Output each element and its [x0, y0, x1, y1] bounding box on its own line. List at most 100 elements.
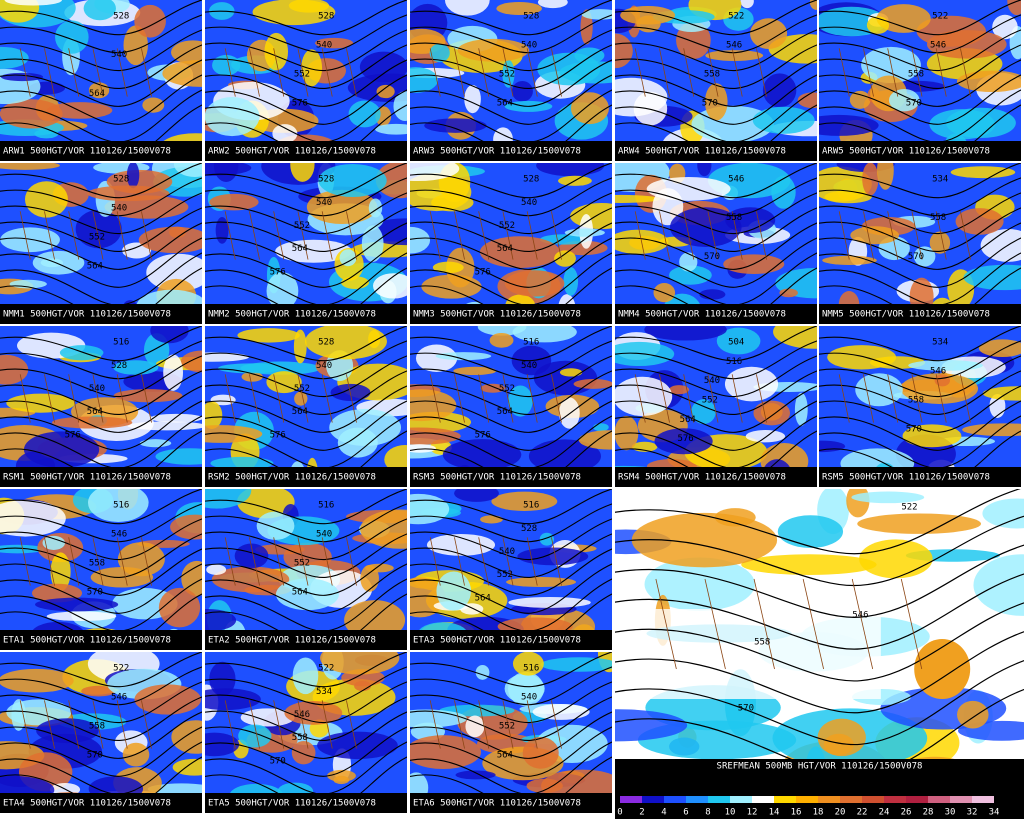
colorbar-label: 26 [901, 808, 912, 818]
height-contour [615, 544, 1024, 618]
border [838, 211, 850, 260]
map-panel: 516 540 552 564 ETA2 500HGT/VOR 110126/1500V… [205, 489, 407, 650]
vorticity-blob [126, 163, 140, 189]
height-contour [615, 207, 817, 252]
height-contour [615, 237, 817, 288]
border [224, 211, 236, 260]
border [346, 700, 357, 749]
vorticity-blob [134, 4, 166, 38]
vorticity-blob [0, 500, 66, 537]
vorticity-blob [376, 84, 395, 99]
border [116, 700, 128, 749]
colorbar-label: 20 [835, 808, 846, 818]
caption: ETA6 500HGT/VOR 110126/1500V078 [413, 799, 581, 809]
height-contour [615, 370, 817, 415]
height-contour [410, 163, 612, 199]
border [249, 211, 260, 260]
vorticity-blob [134, 684, 201, 715]
vorticity-blob [508, 597, 591, 608]
height-contour [819, 177, 1021, 217]
contour-label: 528 [113, 175, 129, 185]
border [44, 537, 55, 586]
height-contour [819, 370, 1021, 415]
height-contour [205, 548, 407, 596]
contour-label: 552 [89, 233, 105, 243]
border [92, 374, 104, 423]
height-contour [410, 489, 612, 525]
border [704, 578, 726, 670]
caption: ARW3 500HGT/VOR 110126/1500V078 [413, 147, 581, 157]
height-contour [410, 726, 612, 777]
colorbar-bg [615, 789, 1024, 819]
vorticity-blob [424, 118, 487, 133]
caption-bar [0, 304, 202, 324]
contour-label: 540 [316, 41, 332, 51]
colorbar-label: 24 [879, 808, 890, 818]
vorticity-blob [410, 735, 482, 769]
vorticity-blob [539, 234, 590, 245]
contour-label: 516 [523, 501, 539, 511]
map-panel: 504 516 540 552 564 576 RSM4 500HGT/VOR 110126… [615, 326, 817, 487]
height-contour [410, 563, 612, 614]
vorticity-blob [241, 371, 263, 382]
height-contour [819, 0, 1021, 36]
height-contour [205, 489, 407, 525]
height-contour [410, 14, 612, 54]
vorticity-blob [750, 18, 788, 49]
border [44, 48, 55, 97]
colorbar-swatch [774, 796, 796, 803]
vorticity-blob [212, 54, 241, 76]
map-panel: 528 540 552 564 576 NMM2 500HGT/VOR 110126/15… [205, 163, 407, 324]
vorticity-blob [699, 289, 726, 300]
vorticity-blob [171, 720, 202, 754]
contour-label: 516 [113, 338, 129, 348]
map-field: 534 558 570 [819, 163, 1021, 324]
height-contour [0, 518, 202, 560]
border [454, 48, 465, 97]
height-contour [615, 29, 817, 71]
map-field: 546 558 570 [615, 163, 817, 324]
height-contour [615, 0, 817, 36]
border [756, 211, 767, 260]
caption-bar [819, 304, 1021, 324]
height-contour [0, 340, 202, 380]
vorticity-blob [857, 513, 982, 534]
vorticity-blob [275, 239, 352, 263]
vorticity-blob [957, 700, 989, 729]
vorticity-blob [149, 413, 202, 423]
border [526, 211, 538, 260]
height-contour [615, 74, 817, 125]
vorticity-blob [206, 564, 227, 575]
vorticity-blob [264, 32, 289, 71]
border [273, 374, 285, 423]
border [935, 48, 947, 97]
vorticity-blob [150, 326, 189, 344]
contour-label: 552 [294, 559, 310, 569]
height-contour [615, 163, 817, 199]
contour-label: 570 [270, 756, 286, 766]
vorticity-blob [539, 532, 555, 546]
vorticity-blob [333, 775, 350, 785]
height-contour [615, 326, 817, 362]
height-contour [205, 177, 407, 217]
border [141, 700, 152, 749]
vorticity-blob [563, 267, 579, 296]
vorticity-blob [849, 90, 871, 109]
contour-label: 552 [294, 221, 310, 231]
height-contour [410, 696, 612, 741]
vorticity-blob [410, 427, 461, 445]
caption: ETA5 500HGT/VOR 110126/1500V078 [208, 799, 376, 809]
height-contour [615, 515, 1024, 587]
contour-label: 546 [111, 693, 127, 703]
vorticity-blob [537, 52, 601, 86]
colorbar-swatch [928, 796, 950, 803]
contour-label: 534 [932, 338, 948, 348]
border [551, 700, 562, 749]
vorticity-blob [496, 1, 542, 15]
map-field: 516 540 552 564 [205, 489, 407, 650]
contour-label: 552 [497, 570, 513, 580]
caption: ARW5 500HGT/VOR 110126/1500V078 [822, 147, 990, 157]
vorticity-blob [292, 657, 319, 695]
vorticity-blob [173, 163, 202, 177]
vorticity-blob [752, 106, 815, 134]
